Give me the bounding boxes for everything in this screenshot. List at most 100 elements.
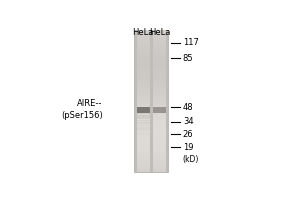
Bar [137, 111, 150, 113]
Bar [153, 133, 166, 135]
Bar [137, 132, 150, 133]
Bar [153, 154, 166, 156]
Bar [153, 78, 166, 80]
Bar [137, 48, 150, 50]
Bar [153, 33, 166, 35]
Bar [137, 134, 150, 136]
Bar [137, 125, 150, 128]
Bar [137, 108, 150, 110]
Bar [153, 95, 166, 97]
Bar [137, 161, 150, 163]
Bar [153, 117, 166, 119]
Bar [153, 35, 166, 37]
Bar [137, 71, 150, 73]
Bar [153, 67, 166, 69]
Bar [153, 46, 166, 48]
Bar [153, 163, 166, 165]
Bar [153, 56, 166, 58]
Bar [153, 42, 166, 44]
Bar [153, 164, 166, 167]
Bar [137, 62, 150, 64]
Bar [153, 62, 166, 64]
Bar [137, 56, 150, 58]
Bar [137, 136, 150, 138]
Bar [153, 131, 166, 133]
Bar [153, 147, 166, 149]
Bar [137, 128, 150, 130]
Bar [153, 140, 166, 142]
Bar [153, 138, 166, 140]
Bar [137, 87, 150, 89]
Bar [137, 95, 150, 97]
Bar [137, 33, 150, 35]
Bar [153, 31, 166, 171]
Bar [153, 150, 166, 152]
Text: 19: 19 [183, 143, 193, 152]
Bar [153, 76, 166, 78]
Bar [153, 85, 166, 87]
Bar [137, 37, 150, 39]
Bar [153, 71, 166, 73]
Bar [153, 122, 166, 124]
Bar [137, 64, 150, 66]
Bar [153, 101, 166, 103]
Bar [137, 135, 150, 136]
Bar [153, 37, 166, 39]
Bar [137, 44, 150, 46]
Bar [153, 53, 166, 55]
Bar [137, 127, 150, 128]
Bar [137, 118, 150, 119]
Bar [137, 116, 150, 118]
Bar [137, 113, 150, 115]
Bar [137, 125, 150, 126]
Bar [137, 156, 150, 158]
Bar [137, 163, 150, 165]
Bar [153, 30, 166, 32]
Bar [153, 113, 166, 115]
Text: AIRE--
(pSer156): AIRE-- (pSer156) [61, 99, 103, 120]
Bar [153, 111, 166, 113]
Bar [153, 51, 166, 53]
Bar [137, 55, 150, 57]
Bar [137, 154, 150, 156]
Bar [153, 104, 166, 106]
Bar [137, 101, 150, 103]
Text: 117: 117 [183, 38, 199, 47]
Bar [153, 39, 166, 41]
Bar [153, 94, 166, 96]
Bar [137, 74, 150, 76]
Bar [153, 110, 166, 112]
Bar [153, 157, 166, 159]
Bar [137, 76, 150, 78]
Bar [137, 39, 150, 41]
Bar [137, 42, 150, 44]
Bar [137, 58, 150, 60]
Bar [153, 69, 166, 71]
Bar [137, 168, 150, 170]
Bar [137, 124, 150, 126]
Bar [137, 113, 150, 114]
Bar [137, 122, 150, 124]
Bar [153, 44, 166, 46]
Bar [137, 31, 150, 171]
Bar [137, 115, 150, 117]
Bar [153, 161, 166, 163]
Bar [137, 122, 150, 123]
Bar [153, 166, 166, 168]
Bar [137, 83, 150, 85]
Bar [137, 150, 150, 152]
Bar [137, 120, 150, 121]
Bar [153, 118, 166, 120]
Bar [153, 124, 166, 126]
Bar [153, 81, 166, 83]
Bar [153, 115, 166, 117]
Bar [137, 46, 150, 48]
Bar [137, 170, 150, 172]
Text: HeLa: HeLa [149, 28, 170, 37]
Bar [137, 133, 150, 135]
Bar [137, 90, 150, 92]
Bar [137, 78, 150, 80]
Bar [153, 60, 166, 62]
Bar [153, 74, 166, 76]
Bar [137, 110, 150, 112]
